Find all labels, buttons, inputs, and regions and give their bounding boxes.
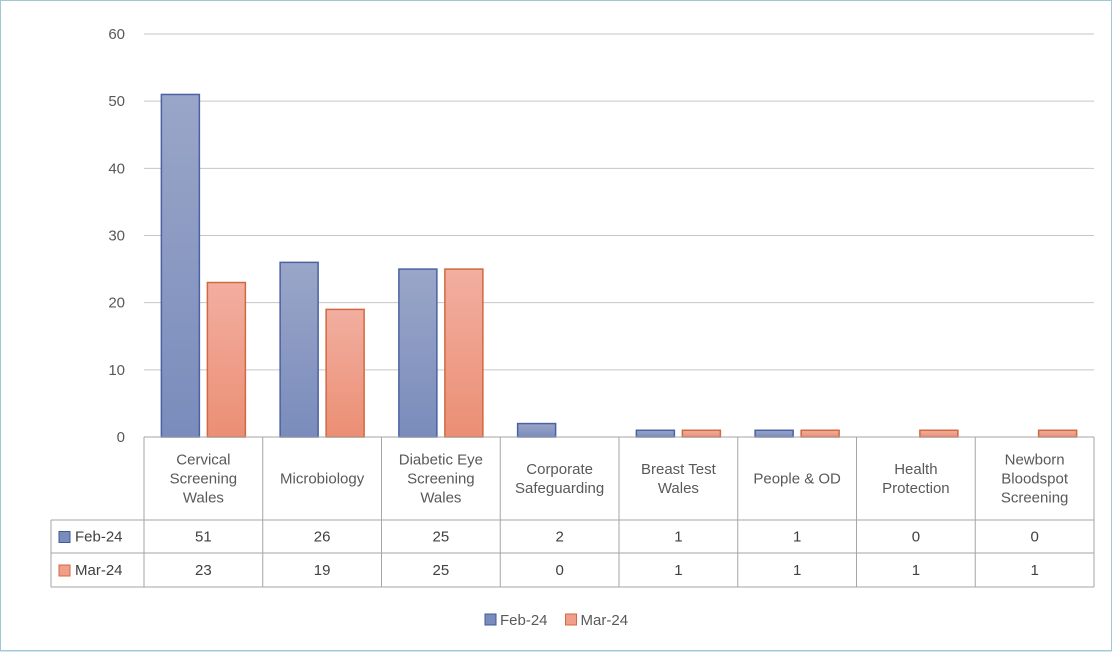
table-cell-value: 1 <box>793 562 801 579</box>
table-cell-value: 25 <box>433 562 450 579</box>
bar <box>516 422 557 438</box>
data-table: Cervical Screening Wales Microbiology Diabet… <box>50 436 1095 588</box>
bar <box>754 429 794 438</box>
y-tick-label: 40 <box>108 160 125 177</box>
table-legend-key <box>58 531 71 543</box>
legend-key <box>565 613 578 626</box>
category-label: Health Protection <box>882 461 950 497</box>
table-cell-value: 1 <box>912 562 920 579</box>
table-legend-key <box>58 564 71 577</box>
table-cell-value: 1 <box>674 562 682 579</box>
category-label: People & OD <box>753 471 841 488</box>
table-series-label: Feb-24 <box>75 529 123 546</box>
bar <box>398 268 438 438</box>
table-cell-value: 2 <box>555 529 563 546</box>
legend-key <box>484 613 497 626</box>
y-tick-label: 20 <box>108 295 125 312</box>
table-cell-value: 25 <box>433 529 450 546</box>
table-cell-value: 0 <box>1030 529 1038 546</box>
table-cell-value: 19 <box>314 562 331 579</box>
bars <box>160 93 1078 438</box>
bar <box>635 429 676 438</box>
bar <box>919 429 959 438</box>
table-cell-value: 51 <box>195 529 212 546</box>
y-tick-label: 0 <box>117 429 125 446</box>
category-label: Newborn Bloodspot Screening <box>1001 452 1069 507</box>
table-cell-value: 0 <box>555 562 563 579</box>
legend-label: Mar-24 <box>581 612 629 629</box>
bar <box>444 268 484 438</box>
y-tick-label: 30 <box>108 228 125 245</box>
table-series-label: Mar-24 <box>75 562 123 579</box>
table-cell-value: 1 <box>1030 562 1038 579</box>
y-axis-tick-labels: 0 10 20 30 40 50 60 <box>108 26 125 446</box>
legend: Feb-24 Mar-24 <box>484 612 629 629</box>
table-cell-value: 1 <box>793 529 801 546</box>
bar <box>160 93 201 438</box>
bar <box>681 429 722 438</box>
table-cell-value: 26 <box>314 529 331 546</box>
table-cell-value: 1 <box>674 529 682 546</box>
category-label: Cervical Screening Wales <box>170 452 238 507</box>
legend-label: Feb-24 <box>500 612 548 629</box>
y-tick-label: 50 <box>108 93 125 110</box>
bar <box>206 281 247 438</box>
category-label: Corporate Safeguarding <box>515 461 604 497</box>
category-label: Breast Test Wales <box>641 461 717 497</box>
y-tick-label: 10 <box>108 362 125 379</box>
category-label: Diabetic Eye Screening Wales <box>399 452 483 507</box>
category-label: Microbiology <box>280 471 365 488</box>
bar <box>325 308 365 438</box>
bar <box>279 261 319 438</box>
table-cell-value: 0 <box>912 529 920 546</box>
table-cell-value: 23 <box>195 562 212 579</box>
y-tick-label: 60 <box>108 26 125 43</box>
bar <box>1037 429 1078 438</box>
bar <box>800 429 840 438</box>
